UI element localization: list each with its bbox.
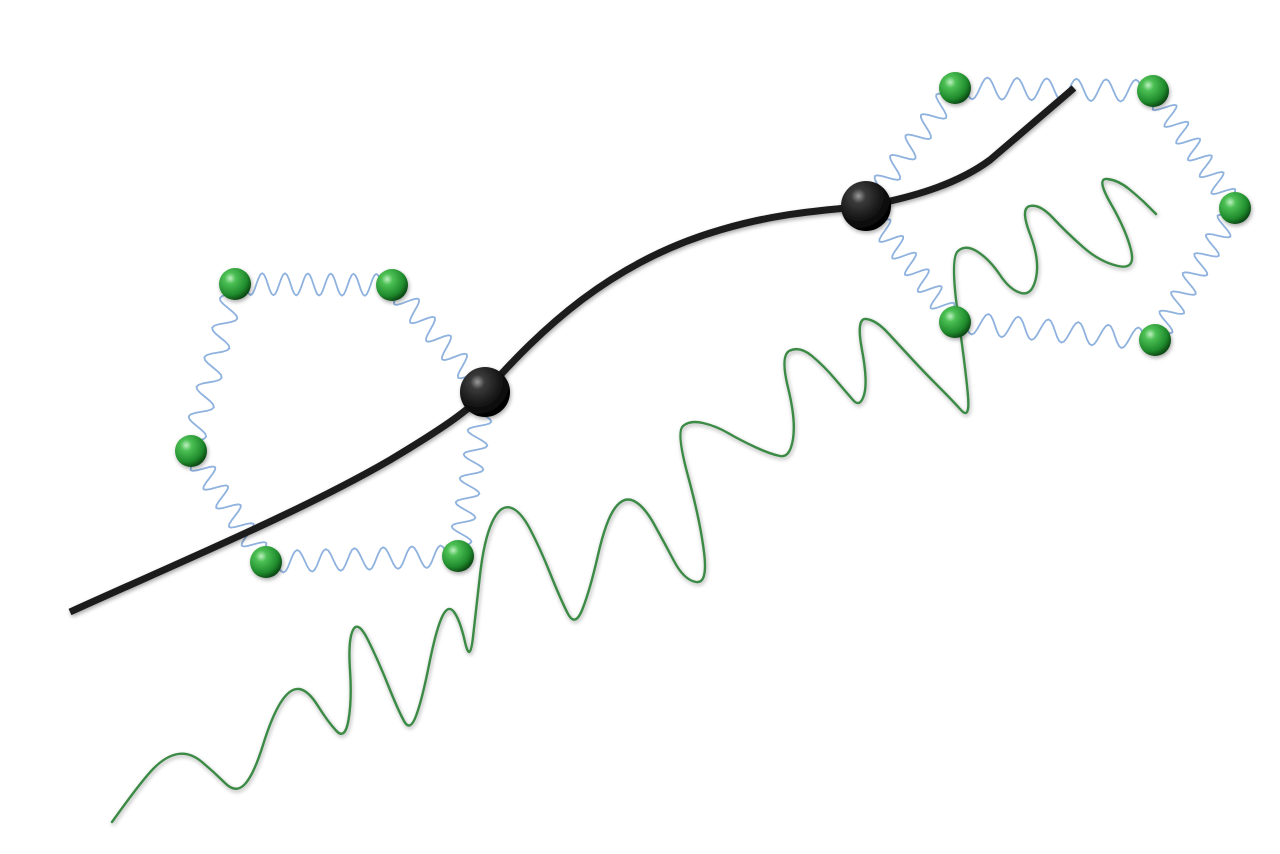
spring-segment xyxy=(1154,207,1236,341)
spring-segment xyxy=(865,205,956,323)
path-layer xyxy=(68,85,1077,616)
spring-segment xyxy=(954,313,1156,349)
right-anchor-bead xyxy=(841,181,891,231)
spring-segment xyxy=(391,284,486,393)
green-bead xyxy=(442,540,474,572)
green-bead xyxy=(250,546,282,578)
right-spring-ring xyxy=(865,76,1237,349)
spring-segment xyxy=(865,87,956,207)
green-bead xyxy=(376,269,408,301)
spring-segment xyxy=(187,283,239,452)
spring-segment xyxy=(954,76,1154,103)
spring-segment xyxy=(234,272,393,297)
green-bead xyxy=(939,306,971,338)
wave-layer xyxy=(110,177,1158,824)
left-anchor-bead xyxy=(460,367,510,417)
green-bead xyxy=(939,72,971,104)
green-bead xyxy=(219,268,251,300)
green-oscillation-wave xyxy=(110,177,1158,824)
green-bead xyxy=(175,435,207,467)
green-bead xyxy=(1219,192,1251,224)
green-bead xyxy=(1139,324,1171,356)
spring-segment xyxy=(265,544,459,574)
bead-layer xyxy=(175,72,1251,578)
left-spring-ring xyxy=(187,272,493,574)
spring-segment xyxy=(450,391,493,557)
spring-segment xyxy=(1151,90,1237,209)
spring-layer xyxy=(187,76,1237,574)
black-trajectory-curve xyxy=(68,85,1077,616)
spring-segment xyxy=(189,450,268,563)
green-bead xyxy=(1137,75,1169,107)
